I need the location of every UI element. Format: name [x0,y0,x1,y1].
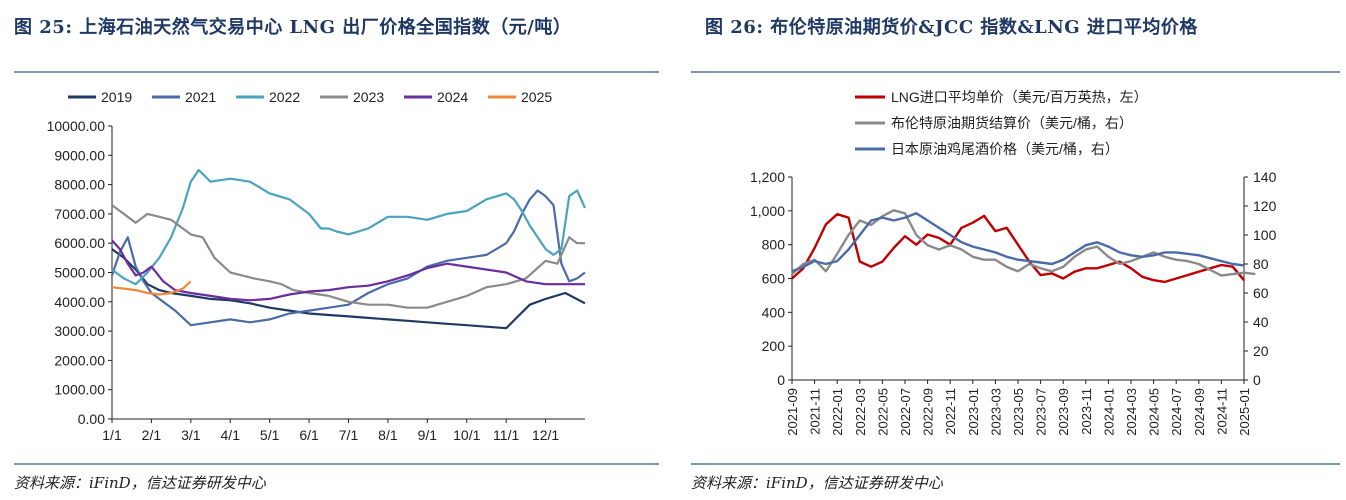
x-tick-label: 2021-09 [785,388,800,436]
legend-label-2: 日本原油鸡尾酒价格（美元/桶，右） [891,141,1119,157]
right-y-tick-label: 60 [1253,285,1269,301]
x-tick-label: 2022-05 [875,388,890,436]
legend-label-2023: 2023 [353,89,384,105]
y-tick-label: 0.00 [78,411,105,427]
left-y-tick-label: 800 [762,237,786,253]
legend-label-2019: 2019 [101,89,132,105]
left-line-chart: 2019 2021 2022 2023 2024 2025 0.00 1000.00 2000.… [47,89,587,443]
x-tick-label: 2025-01 [1237,388,1252,436]
x-tick-label: 2022-01 [830,388,845,436]
x-tick-label: 2022-09 [921,388,936,436]
legend-label-2025: 2025 [521,89,552,105]
x-tick-label: 2023-11 [1079,388,1094,435]
x-tick-label: 2023-03 [988,388,1003,436]
series-line-2019 [111,248,586,330]
series-line-2021 [110,189,586,327]
x-tick-label: 2022-07 [898,388,913,436]
right-y-tick-label: 20 [1253,343,1269,359]
left-figure-title: 图 25: 上海石油天然气交易中心 LNG 出厂价格全国指数（元/吨） [14,17,572,38]
x-tick-label: 2024-11 [1214,388,1229,435]
legend-label-1: 布伦特原油期货结算价（美元/桶，右） [891,115,1133,131]
left-source-text: 资料来源：iFinD，信达证券研发中心 [14,474,266,492]
x-tick-label: 7/1 [339,427,359,443]
y-tick-label: 2000.00 [54,352,105,368]
right-figure-title: 图 26: 布伦特原油期货价&JCC 指数&LNG 进口平均价格 [705,17,1198,38]
right-y-tick-label: 120 [1253,198,1277,214]
legend-label-2024: 2024 [437,89,468,105]
x-tick-label: 2023-09 [1056,388,1071,436]
legend-label-0: LNG进口平均单价（美元/百万英热，左） [891,89,1148,105]
series-line-2025 [111,280,192,296]
right-y-tick-label: 140 [1253,169,1277,185]
y-tick-label: 3000.00 [54,323,105,339]
x-tick-label: 6/1 [299,427,319,443]
x-tick-label: 2023-05 [1011,388,1026,436]
left-figure-panel: 图 25: 上海石油天然气交易中心 LNG 出厂价格全国指数（元/吨） 2019… [0,0,665,500]
x-tick-label: 2024-01 [1101,388,1116,436]
x-tick-label: 2021-11 [808,388,823,435]
series-line-2024 [111,239,585,302]
right-source-text: 资料来源：iFinD，信达证券研发中心 [691,474,943,492]
left-title-rule [14,71,659,73]
y-tick-label: 5000.00 [54,265,105,281]
x-tick-label: 2023-07 [1034,388,1049,436]
y-tick-label: 4000.00 [54,294,105,310]
series-line-2023 [111,204,585,309]
series-line-1 [791,209,1256,277]
y-tick-label: 7000.00 [54,206,105,222]
left-y-tick-label: 200 [762,338,786,354]
x-tick-label: 9/1 [418,427,438,443]
x-tick-label: 11/1 [493,427,519,443]
legend-label-2021: 2021 [185,89,216,105]
right-y-tick-label: 80 [1253,256,1269,272]
x-tick-label: 2022-11 [943,388,958,435]
left-y-tick-label: 400 [762,304,786,320]
x-tick-label: 2024-09 [1192,388,1207,436]
x-tick-label: 2024-05 [1147,388,1162,436]
x-tick-label: 4/1 [221,427,241,443]
legend-label-2022: 2022 [269,89,300,105]
y-tick-label: 8000.00 [54,177,105,193]
left-y-tick-label: 1,200 [750,169,785,185]
left-y-tick-label: 1,000 [750,203,785,219]
right-y-tick-label: 0 [1253,372,1261,388]
x-tick-label: 12/1 [532,427,559,443]
right-y-tick-label: 40 [1253,314,1269,330]
right-title-rule [691,71,1340,73]
x-tick-label: 2024-03 [1124,388,1139,436]
right-line-chart: LNG进口平均单价（美元/百万英热，左） 布伦特原油期货结算价（美元/桶，右） 日本… [750,89,1277,436]
right-y-tick-label: 100 [1253,227,1277,243]
x-tick-label: 5/1 [260,427,280,443]
series-line-2 [791,212,1245,273]
y-tick-label: 10000.00 [47,118,106,134]
x-tick-label: 10/1 [453,427,480,443]
left-source-rule [14,463,659,465]
right-source-rule [691,463,1340,465]
x-tick-label: 2022-03 [853,388,868,436]
x-tick-label: 1/1 [102,427,122,443]
x-tick-label: 8/1 [378,427,398,443]
y-tick-label: 9000.00 [54,147,105,163]
y-tick-label: 1000.00 [54,382,105,398]
series-line-2022 [111,168,587,286]
y-tick-label: 6000.00 [54,235,105,251]
x-tick-label: 2/1 [142,427,162,443]
left-y-tick-label: 0 [777,372,785,388]
x-tick-label: 3/1 [181,427,201,443]
right-figure-panel: 图 26: 布伦特原油期货价&JCC 指数&LNG 进口平均价格 LNG进口平均… [685,0,1346,500]
series-line-0 [791,212,1245,284]
x-tick-label: 2023-01 [966,388,981,436]
left-y-tick-label: 600 [762,271,786,287]
x-tick-label: 2024-07 [1169,388,1184,436]
